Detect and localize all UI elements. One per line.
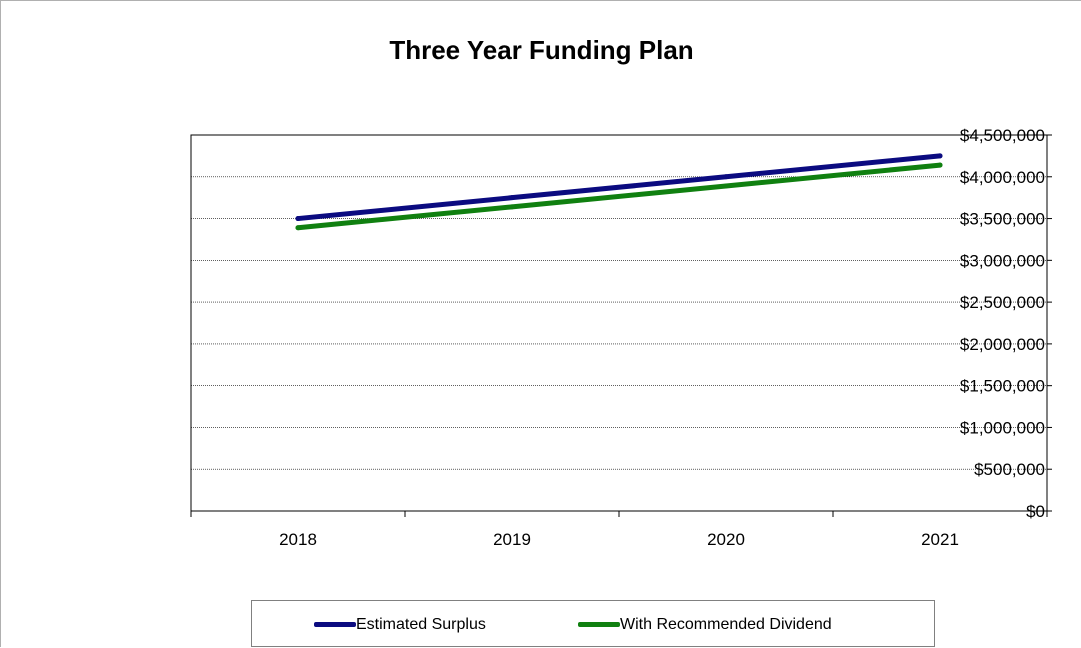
y-tick-label: $4,500,000 — [960, 126, 1045, 145]
y-tick-label: $3,500,000 — [960, 210, 1045, 229]
chart-title: Three Year Funding Plan — [389, 35, 694, 65]
x-tick-label: 2020 — [707, 530, 745, 549]
legend: Estimated Surplus With Recommended Divid… — [251, 600, 935, 647]
series-line-0 — [295, 153, 943, 222]
legend-label-with-recommended-dividend: With Recommended Dividend — [620, 615, 832, 633]
data-point — [295, 216, 301, 222]
x-tick-label: 2018 — [279, 530, 317, 549]
y-tick-label: $500,000 — [974, 460, 1045, 479]
gridlines — [190, 134, 1052, 517]
legend-item-with-recommended-dividend: With Recommended Dividend — [578, 601, 832, 648]
y-tick-label: $4,000,000 — [960, 168, 1045, 187]
legend-item-estimated-surplus: Estimated Surplus — [314, 601, 486, 648]
y-tick-label: $2,000,000 — [960, 335, 1045, 354]
data-point — [937, 162, 943, 168]
data-point — [509, 204, 515, 210]
data-point — [723, 174, 729, 180]
x-tick-label: 2021 — [921, 530, 959, 549]
data-point — [723, 183, 729, 189]
y-tick-label: $1,500,000 — [960, 377, 1045, 396]
data-point — [509, 195, 515, 201]
x-tick-label: 2019 — [493, 530, 531, 549]
y-tick-label: $1,000,000 — [960, 418, 1045, 437]
plot-svg: $0 $500,000 $1,000,000 $1,500,000 $2,000,000… — [190, 126, 1052, 549]
plot-area — [190, 134, 1048, 512]
legend-swatch-estimated-surplus — [314, 622, 356, 627]
series-line-1 — [295, 162, 943, 231]
legend-swatch-with-recommended-dividend — [578, 622, 620, 627]
legend-label-estimated-surplus: Estimated Surplus — [356, 615, 486, 633]
x-axis-tick-labels: 2018 2019 2020 2021 — [279, 530, 959, 549]
data-point — [937, 153, 943, 159]
y-tick-label: $0 — [1026, 502, 1045, 521]
y-tick-label: $2,500,000 — [960, 293, 1045, 312]
y-tick-label: $3,000,000 — [960, 251, 1045, 270]
data-point — [295, 225, 301, 231]
y-axis-tick-labels: $0 $500,000 $1,000,000 $1,500,000 $2,000,000… — [960, 126, 1045, 521]
series-lines — [295, 153, 943, 231]
